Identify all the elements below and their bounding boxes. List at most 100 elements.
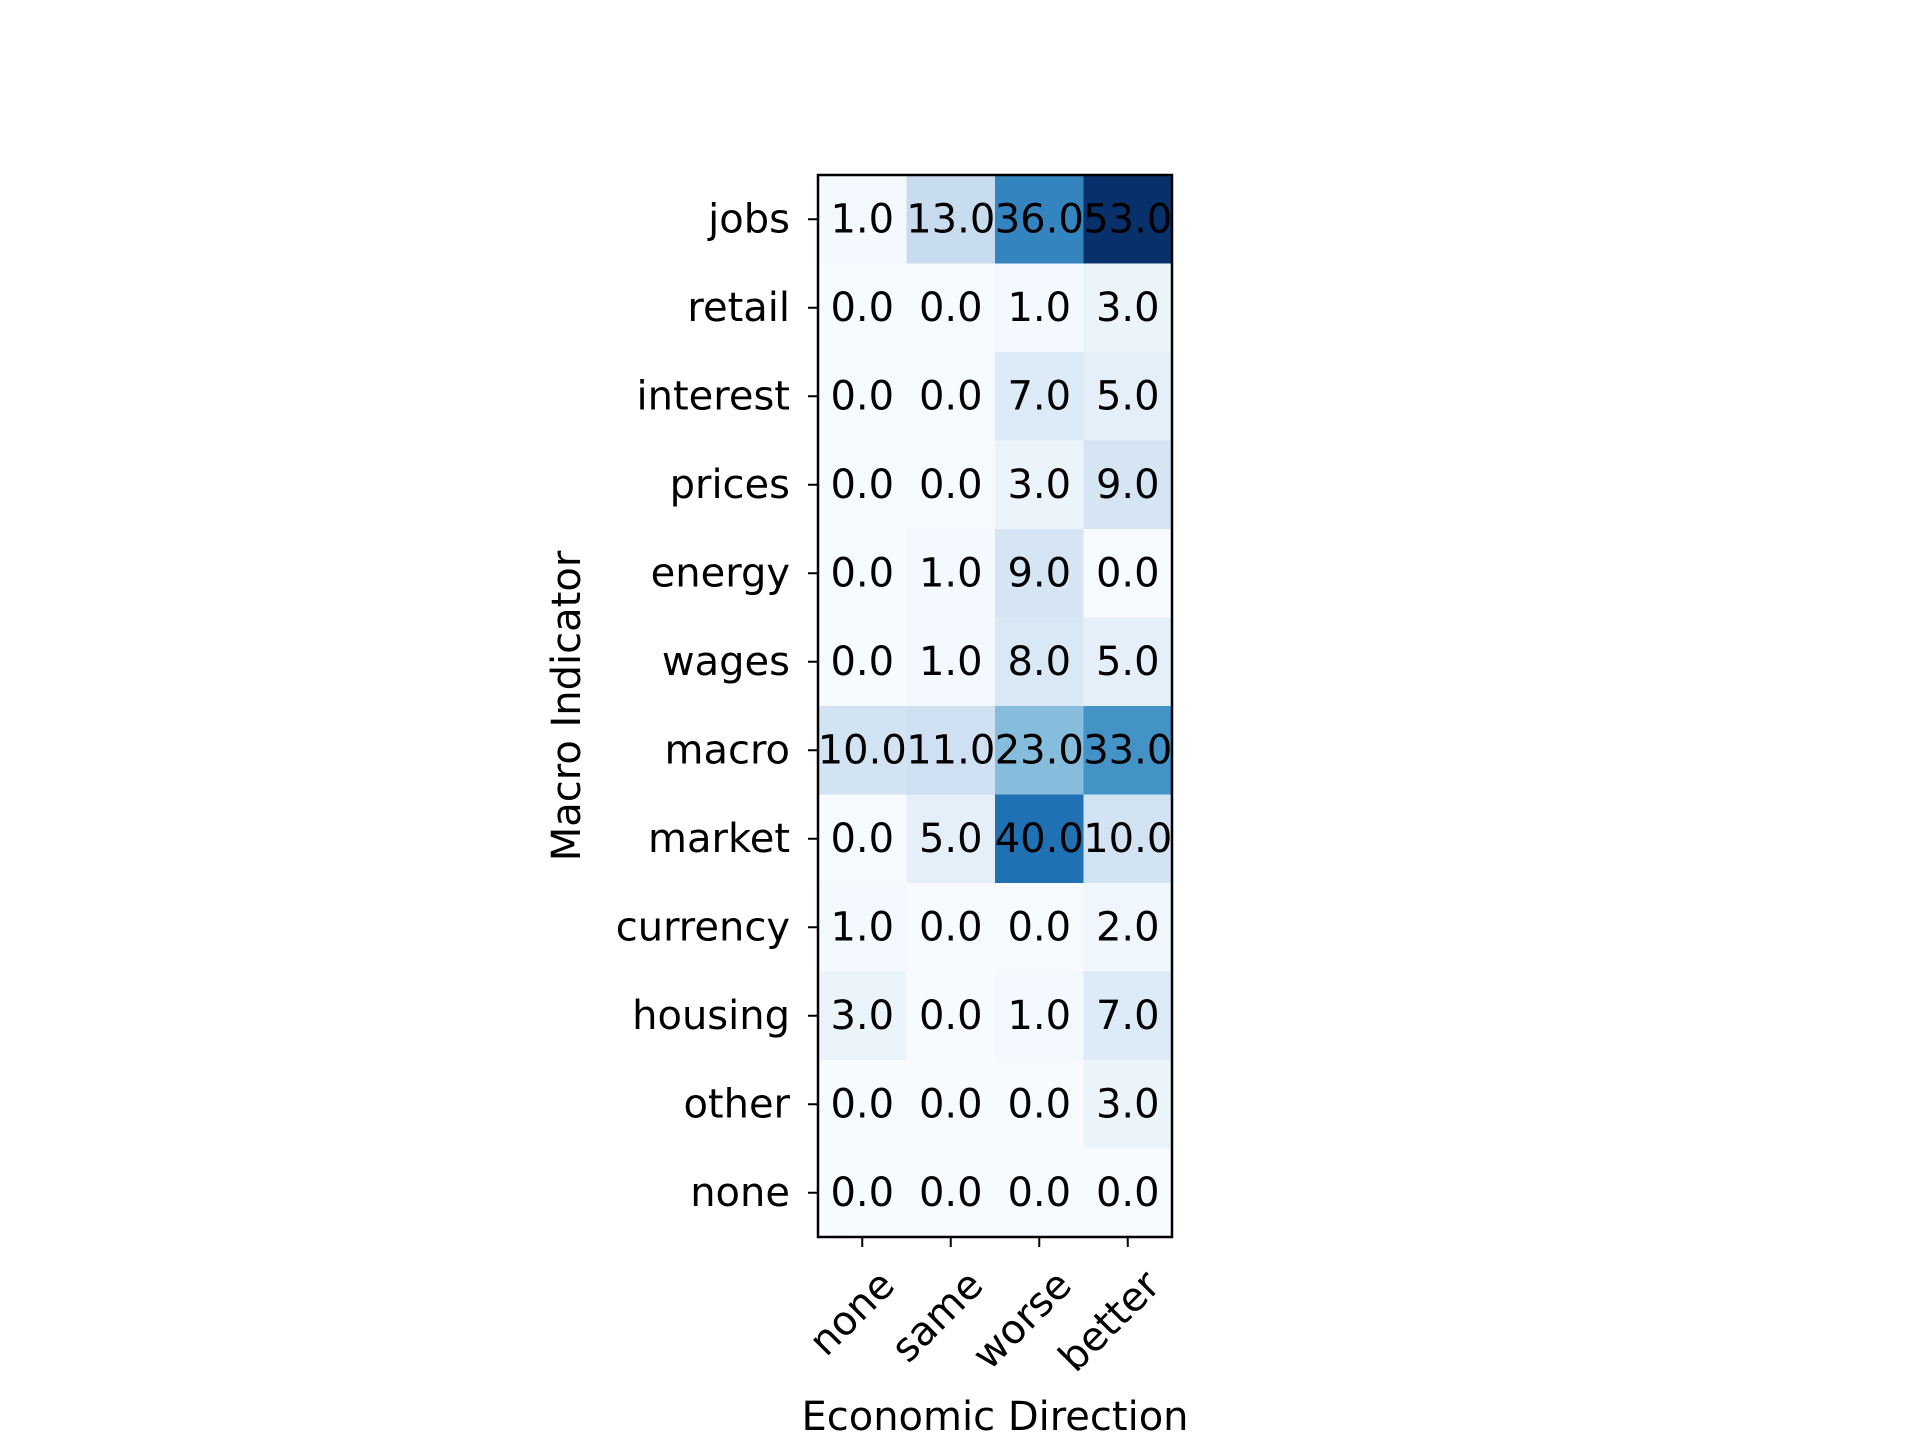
cell-value-label: 0.0 xyxy=(919,285,983,331)
heatmap-cell xyxy=(995,529,1085,619)
y-tick-label: energy xyxy=(651,550,790,596)
heatmap-cell xyxy=(818,617,908,707)
cell-value-label: 7.0 xyxy=(1096,993,1160,1039)
heatmap-cell xyxy=(995,1060,1085,1150)
heatmap-cell xyxy=(818,352,908,442)
cell-value-label: 0.0 xyxy=(830,1170,894,1216)
heatmap-cell xyxy=(1083,883,1173,973)
cell-value-label: 3.0 xyxy=(830,993,894,1039)
heatmap-cell xyxy=(906,617,996,707)
cell-value-label: 0.0 xyxy=(830,462,894,508)
cell-value-label: 13.0 xyxy=(906,196,995,242)
cell-value-label: 1.0 xyxy=(830,196,894,242)
heatmap-cell xyxy=(1083,352,1173,442)
cell-value-label: 0.0 xyxy=(1007,1081,1071,1127)
y-tick-label: retail xyxy=(687,285,790,331)
cell-value-label: 1.0 xyxy=(1007,285,1071,331)
heatmap-cell xyxy=(818,883,908,973)
cell-value-label: 9.0 xyxy=(1096,462,1160,508)
heatmap-cell xyxy=(906,1060,996,1150)
cell-value-label: 5.0 xyxy=(1096,639,1160,685)
heatmap-cell xyxy=(1083,971,1173,1061)
y-tick-label: wages xyxy=(662,639,790,685)
cell-value-label: 0.0 xyxy=(919,373,983,419)
cell-value-label: 0.0 xyxy=(1007,904,1071,950)
heatmap-cell xyxy=(818,971,908,1061)
heatmap-cell xyxy=(995,1148,1085,1238)
heatmap-cell xyxy=(818,1060,908,1150)
heatmap-cell xyxy=(995,794,1085,884)
heatmap-cell xyxy=(906,794,996,884)
cell-value-label: 5.0 xyxy=(1096,373,1160,419)
heatmap-cell xyxy=(906,883,996,973)
y-tick-label: housing xyxy=(632,993,790,1039)
heatmap-cell xyxy=(995,263,1085,353)
heatmap-cell xyxy=(906,440,996,530)
heatmap-cell xyxy=(906,971,996,1061)
cell-value-label: 0.0 xyxy=(919,462,983,508)
plot-frame xyxy=(816,173,1174,1239)
x-tick-label: none xyxy=(801,1262,904,1365)
cell-value-label: 1.0 xyxy=(830,904,894,950)
heatmap-cell xyxy=(1083,617,1173,707)
heatmap-cell xyxy=(818,1148,908,1238)
cell-value-label: 0.0 xyxy=(1096,550,1160,596)
heatmap-cell xyxy=(818,263,908,353)
cell-value-label: 1.0 xyxy=(919,639,983,685)
cell-value-label: 0.0 xyxy=(830,639,894,685)
heatmap-cell xyxy=(1083,263,1173,353)
cell-value-label: 0.0 xyxy=(830,1081,894,1127)
heatmap-cell xyxy=(818,794,908,884)
cell-value-label: 8.0 xyxy=(1007,639,1071,685)
cell-value-label: 0.0 xyxy=(919,1170,983,1216)
cell-value-label: 5.0 xyxy=(919,816,983,862)
cell-value-label: 3.0 xyxy=(1096,1081,1160,1127)
y-tick-label: none xyxy=(690,1170,790,1216)
y-tick-label: market xyxy=(648,816,790,862)
heatmap-cell xyxy=(818,175,908,265)
heatmap-cell xyxy=(995,883,1085,973)
heatmap-cell xyxy=(818,529,908,619)
heatmap-cell xyxy=(818,440,908,530)
heatmap-cell xyxy=(1083,529,1173,619)
heatmap-cell xyxy=(1083,706,1173,796)
cell-value-label: 3.0 xyxy=(1096,285,1160,331)
heatmap-cell xyxy=(906,1148,996,1238)
cell-value-label: 0.0 xyxy=(830,285,894,331)
y-axis-label: Macro Indicator xyxy=(544,550,590,861)
cell-value-label: 53.0 xyxy=(1083,196,1172,242)
cell-value-label: 0.0 xyxy=(830,373,894,419)
cell-value-label: 36.0 xyxy=(995,196,1084,242)
heatmap-cell xyxy=(906,263,996,353)
heatmap-cell xyxy=(995,175,1085,265)
cell-value-label: 11.0 xyxy=(906,727,995,773)
cell-value-label: 0.0 xyxy=(830,816,894,862)
heatmap-cell xyxy=(995,617,1085,707)
heatmap-cell xyxy=(906,175,996,265)
cell-value-label: 10.0 xyxy=(818,727,907,773)
heatmap-cell xyxy=(995,706,1085,796)
y-tick-label: prices xyxy=(670,462,790,508)
y-tick-label: currency xyxy=(616,904,790,950)
heatmap-cells xyxy=(818,175,1173,1238)
heatmap-cell xyxy=(906,529,996,619)
cell-value-label: 0.0 xyxy=(1096,1170,1160,1216)
cell-value-label: 7.0 xyxy=(1007,373,1071,419)
cell-value-label: 3.0 xyxy=(1007,462,1071,508)
cell-value-label: 0.0 xyxy=(919,904,983,950)
cell-value-label: 2.0 xyxy=(1096,904,1160,950)
heatmap-cell xyxy=(818,706,908,796)
heatmap-cell xyxy=(906,352,996,442)
cell-value-label: 0.0 xyxy=(1007,1170,1071,1216)
heatmap-cell-labels: 1.0 13.0 36.0 53.0 0.0 0.0 1.0 3.0 0.0 0.0 7.0 5.0 0… xyxy=(818,196,1173,1216)
y-tick-label: jobs xyxy=(707,196,790,242)
heatmap-cell xyxy=(995,440,1085,530)
cell-value-label: 9.0 xyxy=(1007,550,1071,596)
cell-value-label: 0.0 xyxy=(830,550,894,596)
y-tick-label: interest xyxy=(637,373,790,419)
heatmap-cell xyxy=(995,352,1085,442)
cell-value-label: 0.0 xyxy=(919,1081,983,1127)
cell-value-label: 40.0 xyxy=(995,816,1084,862)
